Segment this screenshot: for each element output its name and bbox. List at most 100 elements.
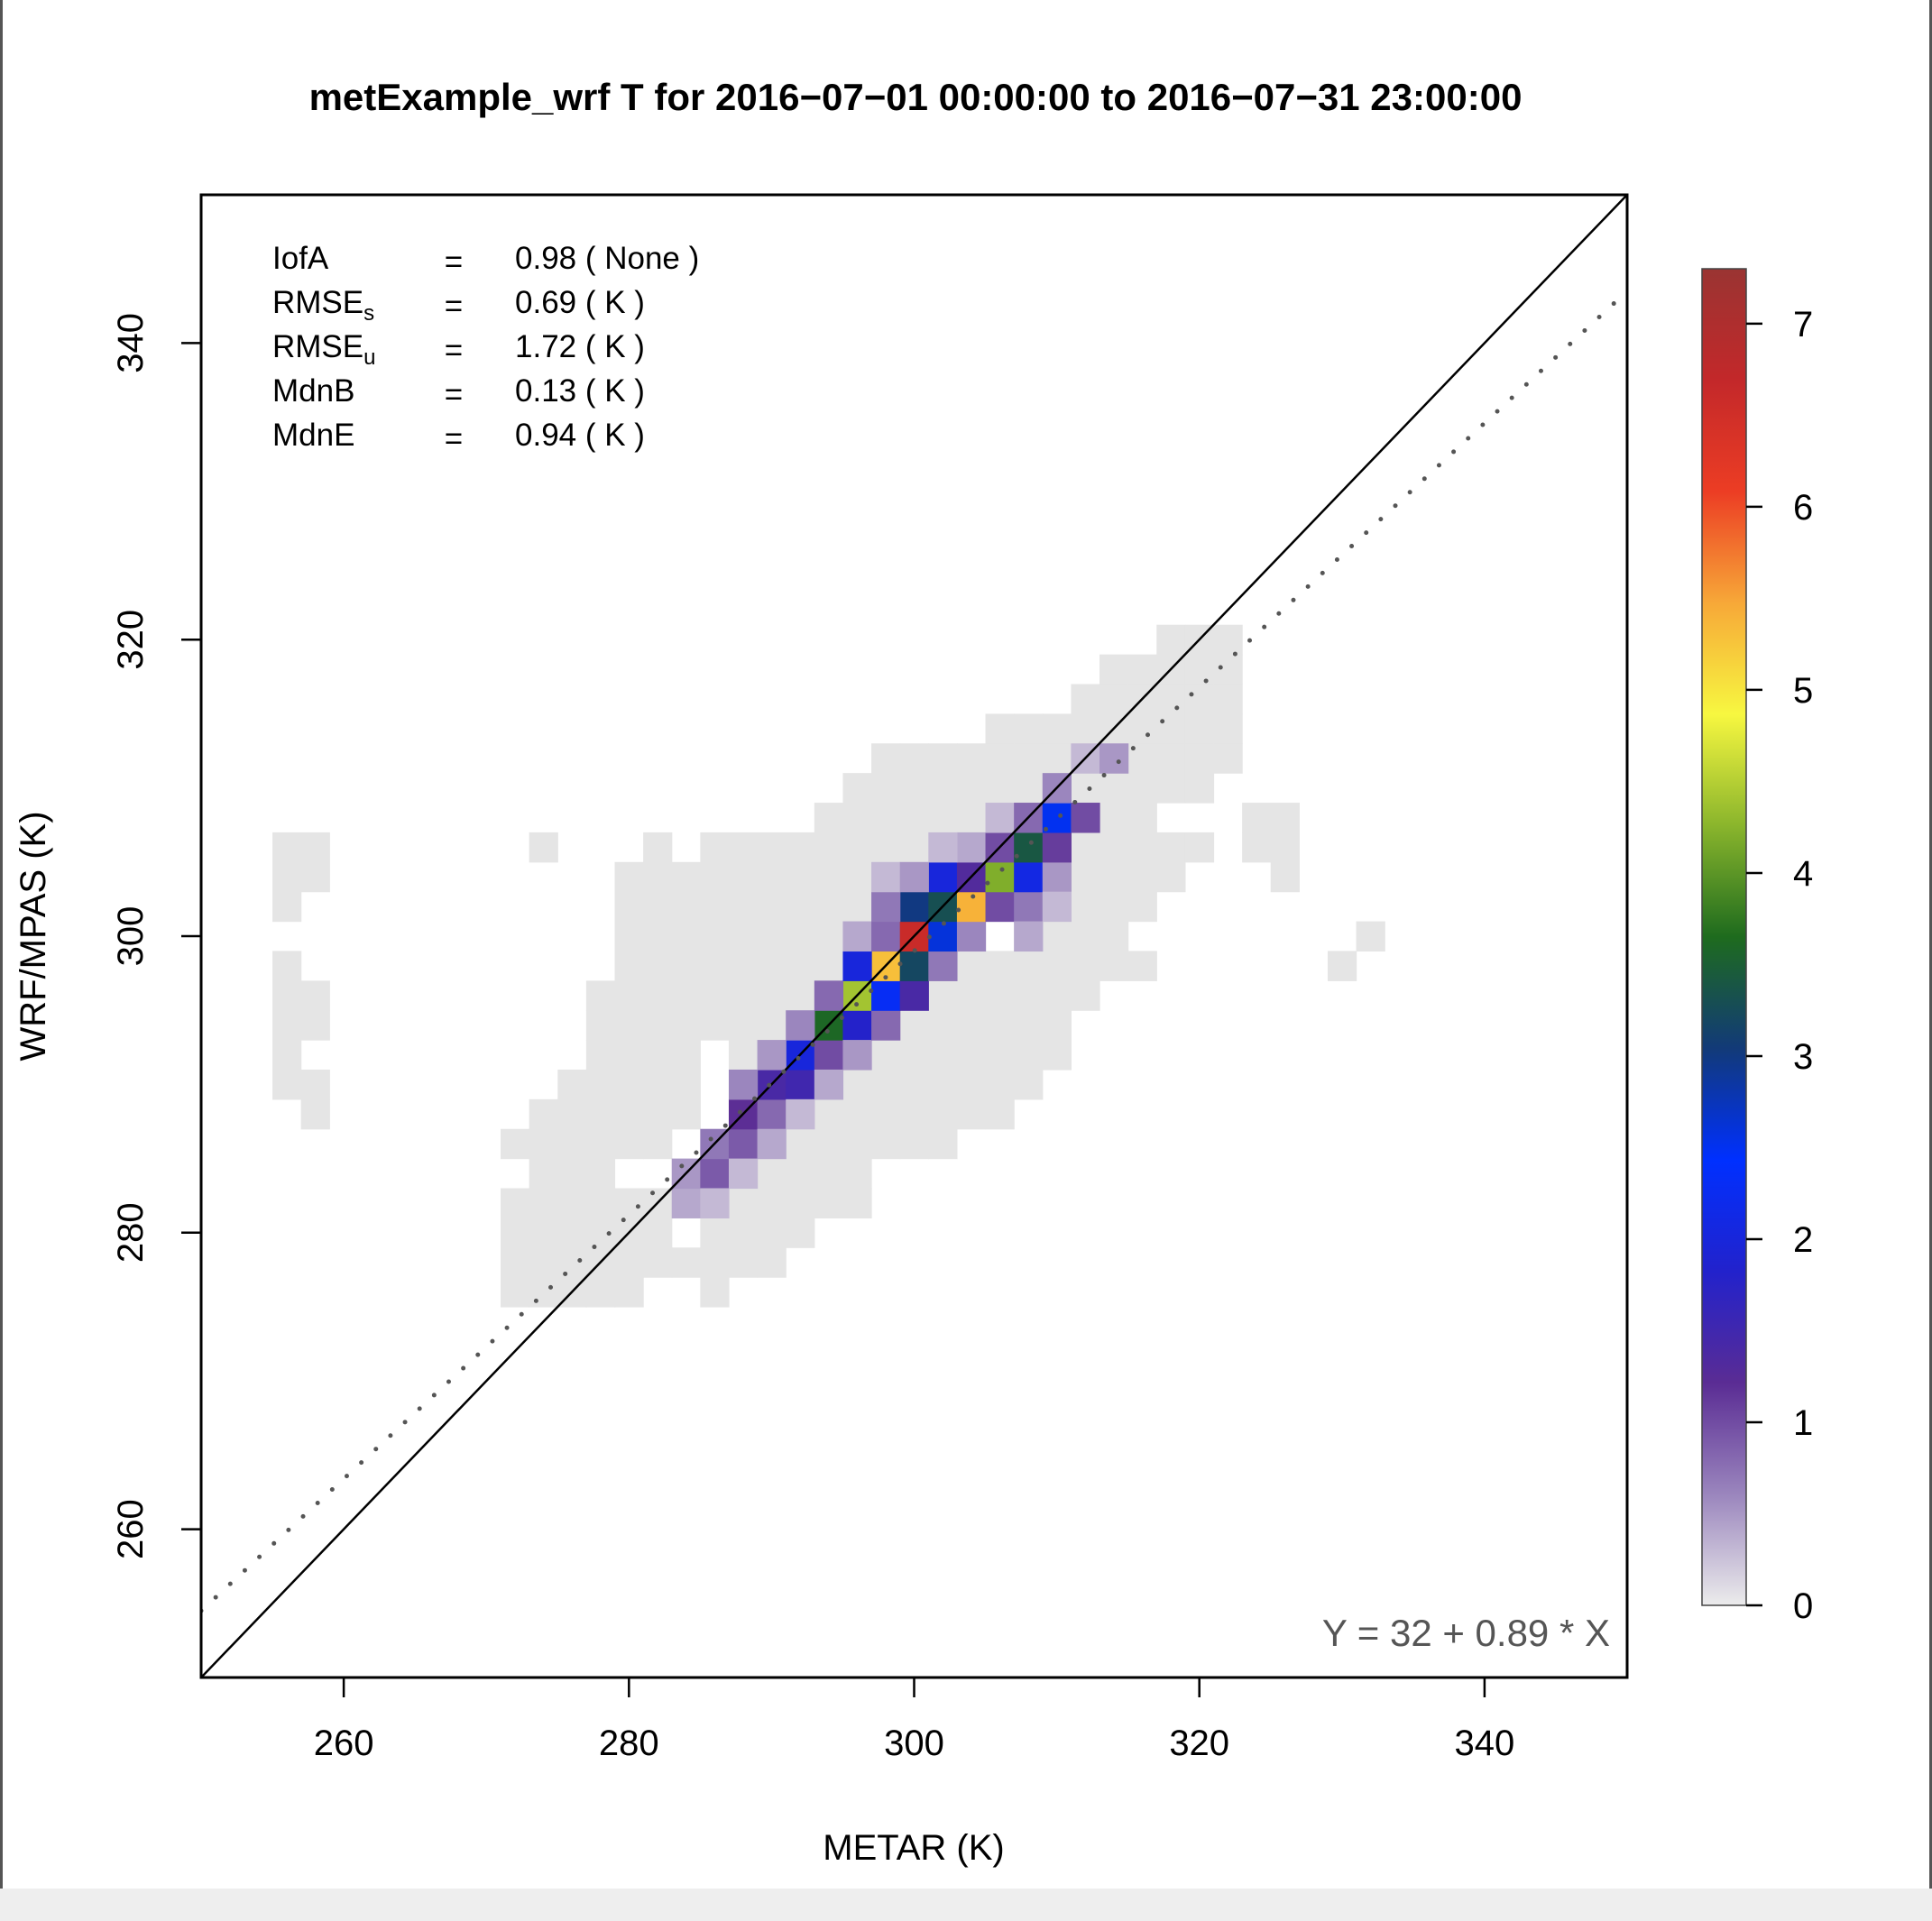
heatmap-cell-low (928, 743, 958, 774)
heatmap-cell-low (585, 1098, 616, 1130)
heatmap-cell-low (1042, 743, 1072, 774)
heatmap-cell-low (786, 891, 815, 923)
heatmap-cell-low (671, 861, 701, 893)
heatmap-cell-low (1127, 713, 1157, 744)
heatmap-cell (814, 980, 844, 1011)
colorbar-ramp (1701, 268, 1747, 1606)
heatmap-cell-low (1014, 1069, 1044, 1100)
heatmap-cell-low (614, 1247, 644, 1278)
heatmap-cell-low (1156, 713, 1186, 744)
heatmap-cell-low (956, 1010, 987, 1041)
colorbar-tick-label: 5 (1793, 671, 1813, 711)
heatmap-cell-low (786, 1128, 815, 1160)
heatmap-cell-low (757, 832, 787, 863)
heatmap-cell-low (1014, 1010, 1044, 1041)
heatmap-cell (956, 921, 987, 952)
stat-value: 1.72 ( K ) (515, 329, 645, 364)
heatmap-cell-low (643, 921, 673, 952)
heatmap-cell-low (557, 1098, 587, 1130)
stat-name: MdnB (272, 373, 354, 409)
heatmap-cell-low (1184, 743, 1215, 774)
heatmap-cell (871, 891, 901, 923)
heatmap-cell-low (1014, 713, 1044, 744)
heatmap-cell-low (814, 921, 844, 952)
heatmap-cell-low (1156, 743, 1186, 774)
heatmap-cell-low (1099, 654, 1129, 685)
heatmap-cell-low (728, 951, 759, 981)
heatmap-cell-low (814, 1098, 844, 1130)
heatmap-cell-low (1242, 803, 1272, 833)
heatmap-cell (1014, 832, 1044, 863)
stat-value: 0.13 ( K ) (515, 373, 645, 409)
heatmap-cell-low (757, 1010, 787, 1041)
heatmap-cell-low (985, 773, 1015, 804)
heatmap-cell-low (842, 1098, 872, 1130)
heatmap-cell-low (614, 1010, 644, 1041)
stat-name: RMSEu (272, 329, 375, 370)
heatmap-cell-low (671, 1040, 701, 1071)
heatmap-cell-low (842, 832, 872, 863)
x-axis-label: METAR (K) (823, 1828, 1004, 1868)
heatmap-cell-low (1127, 861, 1157, 893)
heatmap-cell-low (700, 1010, 730, 1041)
heatmap-cell-low (985, 951, 1015, 981)
heatmap-cell-low (272, 832, 302, 863)
heatmap-cell-low (1014, 951, 1044, 981)
heatmap-cell (1014, 891, 1044, 923)
heatmap-cell (700, 1158, 730, 1190)
heatmap-cell-low (1184, 684, 1215, 714)
heatmap-cell-low (671, 951, 701, 981)
heatmap-cell-low (871, 832, 901, 863)
heatmap-cell-low (899, 832, 929, 863)
heatmap-cell-low (300, 861, 330, 893)
frame-right-edge (1929, 0, 1932, 1921)
heatmap-cell-low (985, 743, 1015, 774)
heatmap-cell-low (728, 1218, 759, 1248)
heatmap-cell-low (1127, 654, 1157, 685)
stat-name: IofA (272, 241, 329, 276)
heatmap-cell-low (1184, 773, 1215, 804)
heatmap-cell-low (643, 1040, 673, 1071)
heatmap-cell-low (272, 951, 302, 981)
heatmap-cell-low (814, 1128, 844, 1160)
heatmap-cell-low (1099, 773, 1129, 804)
heatmap-cell-low (614, 891, 644, 923)
heatmap-cell-low (643, 861, 673, 893)
heatmap-cell-low (728, 891, 759, 923)
heatmap-cell-low (700, 1277, 730, 1308)
heatmap-cell-low (956, 1098, 987, 1130)
heatmap-cell (928, 951, 958, 981)
heatmap-cell-low (643, 832, 673, 863)
heatmap-cell-low (700, 891, 730, 923)
heatmap-cell-low (757, 921, 787, 952)
heatmap-cell-low (842, 1069, 872, 1100)
heatmap-cell-low (671, 891, 701, 923)
heatmap-cell-low (557, 1158, 587, 1190)
heatmap-cell-low (643, 1098, 673, 1130)
heatmap-cell-low (501, 1128, 530, 1160)
heatmap-cell-low (985, 1098, 1015, 1130)
heatmap-cell-low (501, 1218, 530, 1248)
stat-value: 0.69 ( K ) (515, 285, 645, 320)
x-tick-label: 280 (599, 1723, 659, 1763)
heatmap-cell-low (585, 1069, 616, 1100)
heatmap-cell-low (786, 980, 815, 1011)
heatmap-cell-low (700, 832, 730, 863)
heatmap-cell-low (557, 1128, 587, 1160)
heatmap-cell-low (1184, 654, 1215, 685)
colorbar-tick-label: 0 (1793, 1586, 1813, 1626)
heatmap-cell-low (1099, 951, 1129, 981)
heatmap-cell (757, 1040, 787, 1071)
heatmap-cell (1071, 803, 1100, 833)
heatmap-cell-low (1099, 861, 1129, 893)
heatmap-cell-low (272, 1069, 302, 1100)
heatmap-cell-low (899, 1010, 929, 1041)
heatmap-cell-low (557, 1069, 587, 1100)
heatmap-cell-low (529, 1188, 558, 1218)
heatmap-cell-low (585, 1158, 616, 1190)
heatmap-cell-low (614, 1069, 644, 1100)
heatmap-cell-low (1071, 832, 1100, 863)
heatmap-cell-low (1042, 1040, 1072, 1071)
heatmap-cell-low (300, 1098, 330, 1130)
heatmap-cell-low (643, 951, 673, 981)
